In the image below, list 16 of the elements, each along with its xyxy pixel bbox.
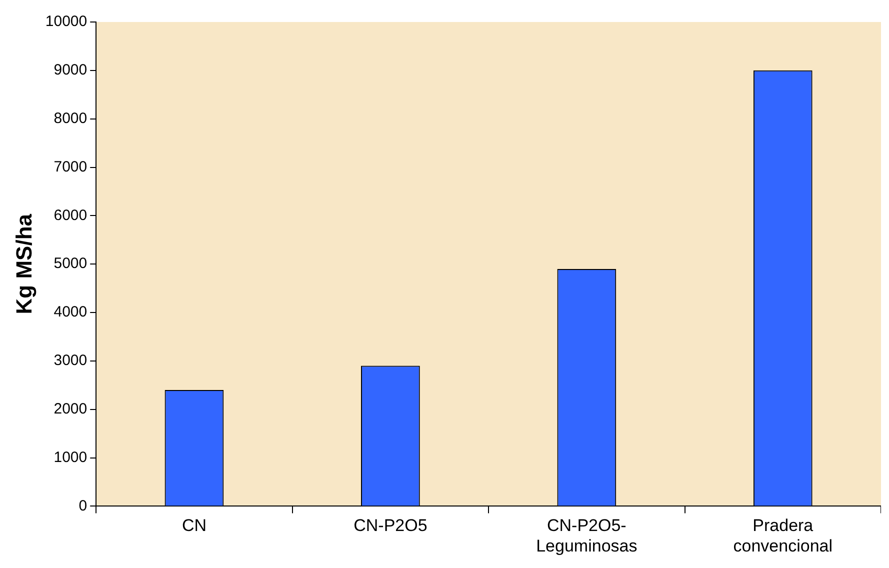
x-tick-label: CN-P2O5 (354, 516, 428, 536)
y-tick-label: 10000 (45, 13, 88, 30)
y-tick-label: 5000 (54, 255, 88, 272)
y-tick-label: 1000 (54, 448, 88, 466)
y-tick-label: 4000 (54, 304, 88, 321)
y-tick-label: 7000 (54, 158, 88, 176)
y-tick-label: 0 (78, 497, 88, 514)
x-tick-label: Pradera convencional (733, 516, 833, 556)
x-tick-label: CN-P2O5-Leguminosas (536, 516, 638, 556)
y-axis-title: Kg MS/ha (11, 213, 36, 314)
y-tick-label: 6000 (54, 206, 88, 224)
y-tick-label: 2000 (54, 400, 88, 418)
y-tick-label: 9000 (54, 62, 88, 79)
x-tick-label: CN (182, 516, 207, 536)
y-tick-label: 8000 (54, 110, 88, 127)
y-tick-label: 3000 (54, 352, 88, 370)
